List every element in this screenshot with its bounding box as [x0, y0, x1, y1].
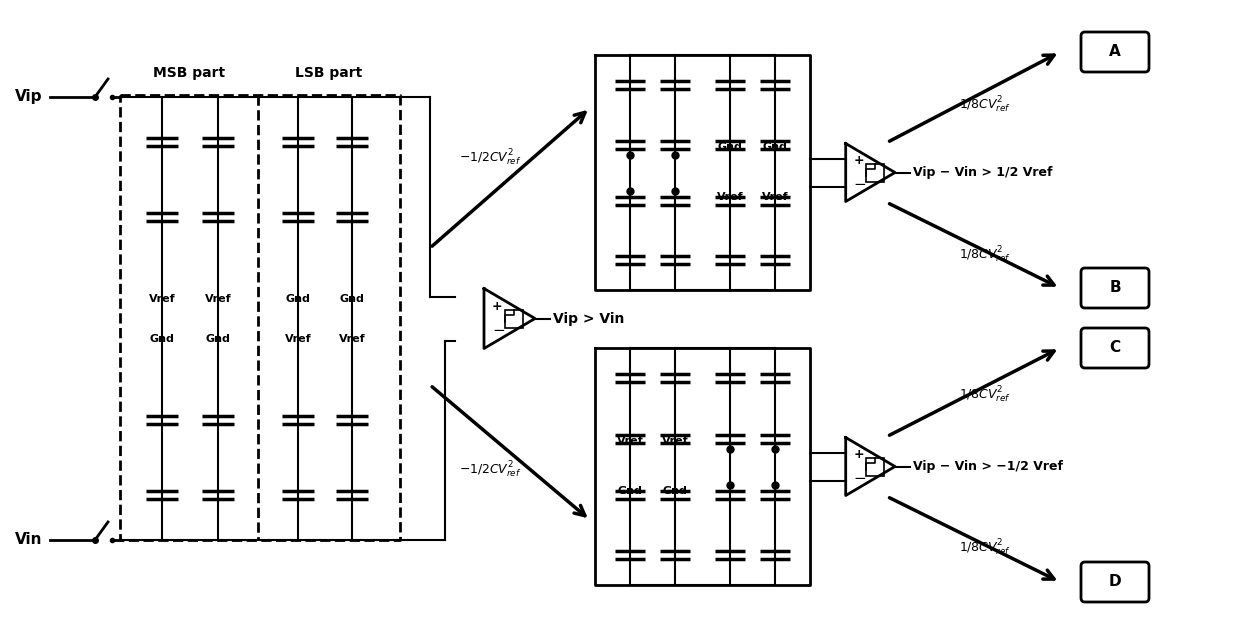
Text: +: + [492, 300, 502, 313]
Text: $-1/2CV_{ref}^2$: $-1/2CV_{ref}^2$ [459, 148, 521, 168]
Text: Gnd: Gnd [718, 143, 743, 153]
Text: Vref: Vref [616, 436, 644, 446]
Text: −: − [853, 470, 867, 486]
Text: Gnd: Gnd [285, 294, 310, 304]
Text: A: A [1109, 44, 1121, 60]
Bar [506, 309, 523, 328]
Text: +: + [853, 448, 864, 462]
Text: Vip: Vip [15, 89, 42, 105]
Text: Gnd: Gnd [340, 294, 365, 304]
Text: Gnd: Gnd [206, 333, 231, 344]
Text: LSB part: LSB part [295, 66, 362, 80]
Text: −: − [853, 177, 867, 191]
Text: $1/8CV_{ref}^2$: $1/8CV_{ref}^2$ [959, 385, 1011, 405]
Text: Vip − Vin > 1/2 Vref: Vip − Vin > 1/2 Vref [913, 166, 1053, 179]
Bar [867, 164, 884, 181]
Text: +: + [853, 155, 864, 167]
Text: D: D [1109, 574, 1121, 590]
Text: Vref: Vref [761, 193, 789, 202]
Bar [867, 458, 884, 476]
Text: Gnd: Gnd [618, 486, 642, 496]
Text: B: B [1110, 280, 1121, 295]
Text: MSB part: MSB part [153, 66, 226, 80]
Text: Vip > Vin: Vip > Vin [553, 311, 625, 325]
Text: Vip − Vin > −1/2 Vref: Vip − Vin > −1/2 Vref [913, 460, 1063, 473]
Text: Vref: Vref [285, 333, 311, 344]
Text: $1/8CV_{ref}^2$: $1/8CV_{ref}^2$ [959, 95, 1011, 115]
Text: Gnd: Gnd [662, 486, 687, 496]
Text: −: − [492, 323, 505, 338]
Text: $1/8CV_{ref}^2$: $1/8CV_{ref}^2$ [959, 538, 1011, 558]
Text: Vref: Vref [717, 193, 743, 202]
Text: C: C [1110, 340, 1121, 356]
Text: Gnd: Gnd [150, 333, 175, 344]
Text: $-1/2CV_{ref}^2$: $-1/2CV_{ref}^2$ [459, 460, 521, 480]
Text: Vref: Vref [662, 436, 688, 446]
Text: Vref: Vref [205, 294, 232, 304]
Text: Vin: Vin [15, 533, 42, 548]
Text: $1/8CV_{ref}^2$: $1/8CV_{ref}^2$ [959, 245, 1011, 265]
Text: Vref: Vref [149, 294, 175, 304]
Text: Gnd: Gnd [763, 143, 787, 153]
Text: Vref: Vref [339, 333, 366, 344]
